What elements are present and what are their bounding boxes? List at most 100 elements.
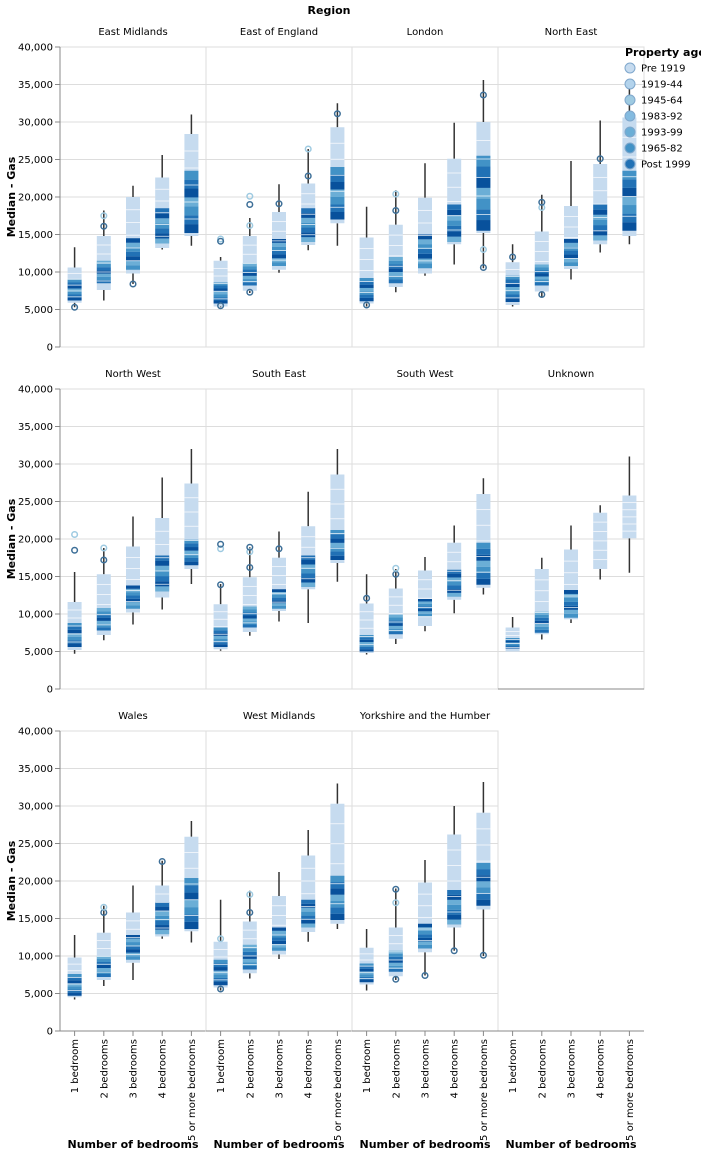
- box-segment: [447, 919, 462, 925]
- box-segment: [155, 906, 170, 912]
- box-segment: [476, 187, 491, 199]
- x-tick-label: 1 bedroom: [362, 1039, 373, 1093]
- box-segment: [272, 262, 286, 266]
- box-segment: [534, 629, 549, 633]
- panel-title: South West: [397, 369, 454, 380]
- box-segment: [447, 914, 462, 920]
- box-segment: [126, 242, 140, 248]
- y-tick-label: 5,000: [24, 647, 53, 658]
- box-segment: [359, 284, 374, 288]
- box-segment: [447, 220, 462, 226]
- box-segment: [242, 962, 257, 966]
- box-segment: [447, 204, 462, 210]
- outlier-point: [71, 546, 79, 554]
- box-segment: [359, 281, 374, 285]
- box-segment: [330, 894, 345, 902]
- box-segment: [213, 974, 228, 978]
- box-segment: [213, 285, 228, 289]
- outlier-point: [246, 288, 254, 296]
- box-segment: [67, 974, 82, 978]
- box-segment: [534, 617, 549, 621]
- box-segment: [126, 238, 140, 243]
- box-segment: [301, 208, 316, 214]
- box-segment: [126, 956, 140, 960]
- box-segment: [242, 263, 257, 267]
- box-segment: [388, 625, 403, 629]
- panel-title: East Midlands: [98, 27, 167, 38]
- box-segment: [622, 213, 637, 223]
- box-segment: [67, 282, 82, 286]
- box-segment: [476, 875, 491, 882]
- box-segment: [126, 251, 140, 257]
- outlier-point: [217, 581, 225, 589]
- box-segment: [622, 179, 637, 188]
- box-segment: [155, 911, 170, 916]
- box-segment: [272, 254, 286, 259]
- box-segment: [155, 238, 170, 244]
- box-segment: [242, 958, 257, 963]
- box-segment: [126, 949, 140, 953]
- panel-title: Yorkshire and the Humber: [359, 711, 491, 722]
- outlier-point: [217, 540, 225, 548]
- outlier-point: [71, 303, 79, 311]
- box-segment: [126, 605, 140, 609]
- box-segment: [476, 542, 491, 549]
- box-segment: [505, 644, 520, 646]
- box-segment: [330, 888, 345, 895]
- outlier-point: [275, 200, 283, 208]
- box-segment: [301, 213, 316, 218]
- box-segment: [359, 971, 374, 975]
- box-segment: [213, 300, 228, 304]
- box-segment: [242, 944, 257, 949]
- box-segment: [359, 644, 374, 647]
- outlier-point: [421, 971, 429, 980]
- box-segment: [242, 615, 257, 619]
- box-segment: [184, 224, 199, 233]
- box-segment: [96, 263, 111, 268]
- box-segment: [534, 267, 549, 271]
- box-segment: [155, 208, 170, 214]
- legend-label: 1983-92: [641, 112, 683, 123]
- outlier-point: [538, 198, 546, 206]
- box-segment: [184, 892, 199, 900]
- box-segment: [213, 963, 228, 968]
- box-segment: [359, 278, 374, 282]
- box-segment: [505, 638, 520, 640]
- box-segment: [126, 935, 140, 939]
- box-segment: [155, 213, 170, 219]
- box-segment: [447, 592, 462, 597]
- box-segment: [67, 989, 82, 993]
- legend-swatch: [624, 78, 636, 90]
- box-segment: [447, 581, 462, 586]
- panel-title: South East: [252, 369, 306, 380]
- box-segment: [388, 953, 403, 957]
- outlier-point: [392, 190, 400, 198]
- box-segment: [447, 585, 462, 590]
- box-segment: [359, 294, 374, 298]
- box-segment: [242, 275, 257, 280]
- box-segment: [505, 298, 520, 302]
- box-segment: [67, 623, 82, 627]
- box-segment: [213, 981, 228, 986]
- box-segment: [476, 554, 491, 561]
- box-segment: [96, 968, 111, 971]
- box-segment: [301, 560, 316, 565]
- outlier-point: [392, 899, 400, 907]
- box-segment: [213, 641, 228, 645]
- box-segment: [476, 572, 491, 579]
- box-segment: [593, 209, 608, 215]
- box-segment: [67, 279, 82, 283]
- box-segment: [96, 956, 111, 959]
- box-segment: [242, 618, 257, 622]
- x-axis-title: Number of bedrooms: [505, 1138, 636, 1151]
- y-tick-label: 10,000: [18, 952, 53, 963]
- box-segment: [564, 601, 578, 606]
- outlier-point: [363, 594, 371, 602]
- legend-label: 1945-64: [641, 96, 683, 107]
- box-segment: [184, 170, 199, 180]
- y-tick-label: 40,000: [18, 43, 53, 54]
- box-segment: [242, 269, 257, 273]
- x-tick-label: 3 bedrooms: [129, 1039, 140, 1098]
- box-segment: [418, 941, 432, 945]
- box-segment: [534, 273, 549, 277]
